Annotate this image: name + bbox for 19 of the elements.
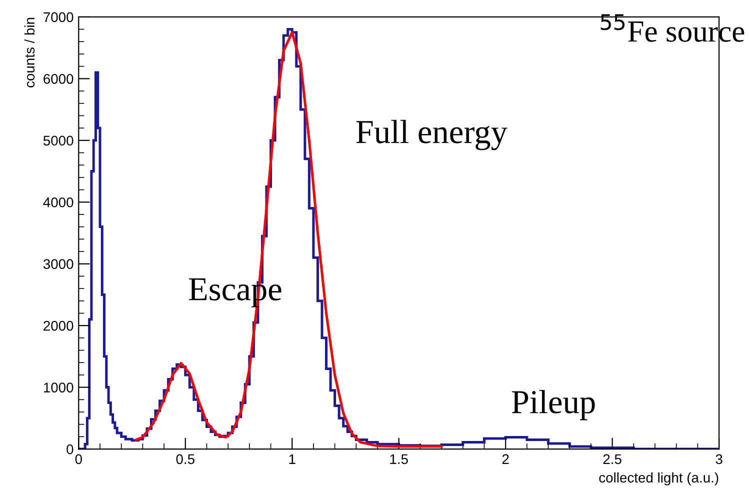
x-tick-label: 2 bbox=[502, 454, 509, 464]
y-tick-label: 6000 bbox=[44, 74, 74, 84]
y-tick-label: 4000 bbox=[43, 197, 74, 208]
y-tick-label: 2000 bbox=[44, 320, 74, 331]
x-axis-title: collected light (a.u.) bbox=[599, 472, 718, 486]
y-tick-label: 3000 bbox=[43, 259, 74, 270]
y-tick-label: 0 bbox=[66, 444, 74, 454]
x-tick-label: 1.5 bbox=[390, 454, 408, 464]
y-tick-label: 7000 bbox=[44, 12, 74, 22]
x-tick-label: 2.5 bbox=[603, 454, 622, 464]
y-tick-label: 5000 bbox=[43, 136, 74, 146]
annotation: Full energy bbox=[356, 120, 508, 150]
x-tick-label: 3 bbox=[716, 454, 722, 464]
x-tick-label: 0 bbox=[75, 454, 82, 464]
x-tick-label: 1 bbox=[289, 454, 296, 464]
annotation: Pileup bbox=[512, 390, 595, 420]
x-tick-label: 0.5 bbox=[176, 454, 194, 464]
y-tick-label: 1000 bbox=[44, 382, 74, 392]
y-axis-title: counts / bin bbox=[24, 18, 35, 88]
